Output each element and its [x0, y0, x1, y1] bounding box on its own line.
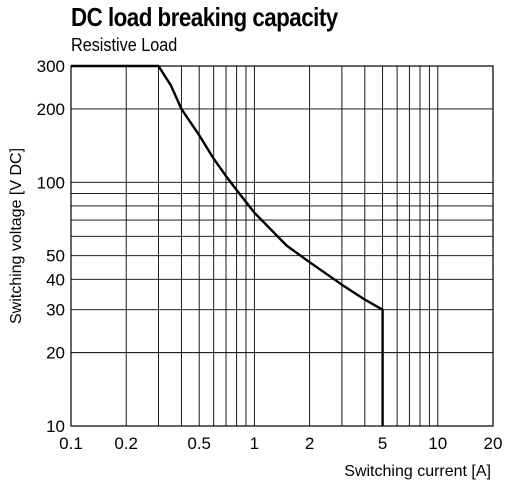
y-tick-label: 200: [37, 100, 65, 119]
x-tick-label: 10: [428, 434, 447, 453]
x-tick-label: 0.5: [187, 434, 211, 453]
series-layer: [71, 64, 384, 426]
y-tick-label: 100: [37, 173, 65, 192]
y-tick-label: 20: [46, 344, 65, 363]
x-axis-ticks: 0.1 0.2 0.5 1 2 5 10 20: [59, 434, 502, 453]
y-tick-label: 50: [46, 247, 65, 266]
y-tick-label: 10: [46, 417, 65, 436]
y-axis-ticks: 10 20 30 40 50 100 200 300: [37, 57, 65, 436]
x-tick-label: 5: [378, 434, 387, 453]
grid: [70, 65, 494, 427]
x-tick-label: 0.2: [114, 434, 138, 453]
x-tick-label: 2: [305, 434, 314, 453]
y-tick-label: 40: [46, 270, 65, 289]
plot-frame: [70, 65, 494, 427]
y-tick-label: 300: [37, 57, 65, 76]
x-tick-label: 1: [250, 434, 259, 453]
chart-title: DC load breaking capacity: [71, 2, 338, 32]
x-tick-label: 20: [484, 434, 503, 453]
series-line: [71, 64, 384, 426]
chart-subtitle: Resistive Load: [71, 35, 178, 55]
y-axis-label: Switching voltage [V DC]: [8, 148, 25, 324]
y-tick-label: 30: [46, 301, 65, 320]
x-tick-label: 0.1: [59, 434, 83, 453]
x-axis-label: Switching current [A]: [344, 463, 491, 480]
